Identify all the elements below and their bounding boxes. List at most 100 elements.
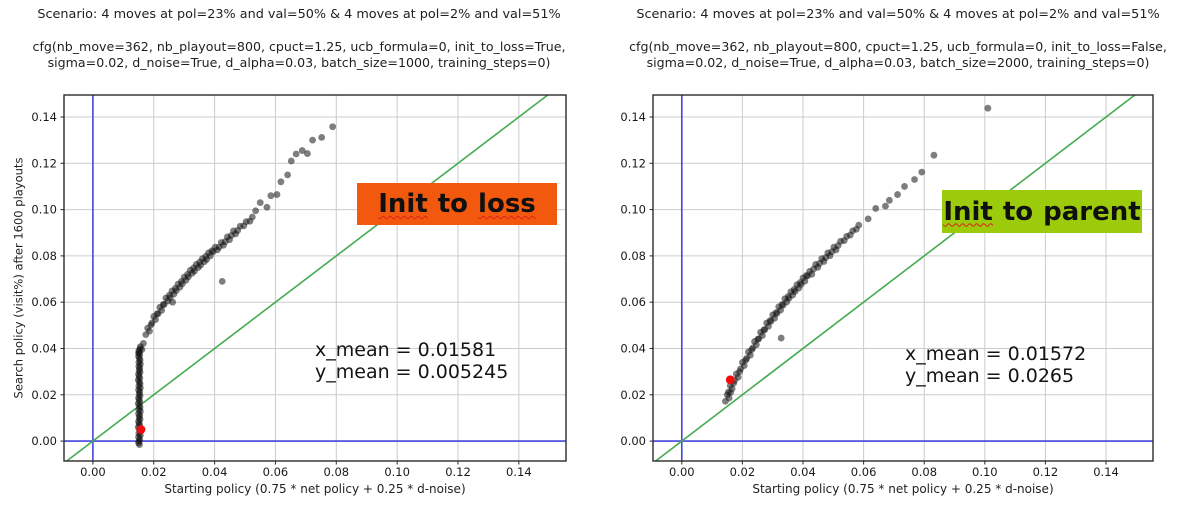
y-tick-label: 0.02	[31, 388, 57, 402]
y-axis-label-box: Search policy (visit%) after 1600 playou…	[8, 95, 28, 461]
scatter-point	[318, 133, 326, 141]
scatter-point	[303, 150, 311, 157]
config-line-1: cfg(nb_move=362, nb_playout=800, cpuct=1…	[629, 39, 1167, 54]
scatter-point	[728, 385, 736, 393]
scatter-point	[329, 123, 337, 131]
scatter-point	[140, 339, 147, 347]
x-tick-label: 0.12	[1033, 465, 1059, 479]
scatter-point	[746, 351, 754, 359]
annotation-word: to	[1002, 196, 1034, 227]
scatter-point	[277, 178, 285, 186]
scatter-point	[725, 394, 733, 402]
plot-frame	[63, 94, 567, 462]
scenario-title: Scenario: 4 moves at pol=23% and val=50%…	[37, 7, 561, 22]
identity-line	[66, 94, 549, 462]
scatter-point	[146, 327, 153, 335]
scatter-point	[758, 332, 766, 339]
scatter-point	[135, 439, 142, 447]
scatter-point	[218, 277, 226, 285]
annotation-word: loss	[478, 189, 536, 219]
scatter-point	[855, 221, 863, 229]
scatter-point	[882, 202, 889, 210]
y-mean-text: y_mean = 0.0265	[905, 365, 1075, 387]
x-mean-text: x_mean = 0.01581	[315, 339, 497, 361]
x-axis-label: Starting policy (0.75 * net policy + 0.2…	[164, 482, 466, 496]
annotation-word: Init	[378, 189, 428, 219]
x-tick-label: 0.10	[384, 465, 410, 479]
highlight-point	[725, 375, 735, 385]
y-axis-label: Search policy (visit%) after 1600 playou…	[11, 157, 26, 399]
y-tick-label: 0.10	[31, 203, 57, 217]
x-tick-label: 0.08	[911, 465, 937, 479]
scatter-point	[752, 341, 760, 349]
y-mean-text: y_mean = 0.005245	[315, 361, 509, 383]
config-line-2: sigma=0.02, d_noise=True, d_alpha=0.03, …	[47, 55, 551, 70]
scatter-point	[885, 196, 893, 204]
scatter-plot-init-to-loss: 0.00 0.00 0.02 0.02 0.04 0.04 0.06 0.06 0.08 0.08…	[31, 94, 567, 479]
scatter-point	[740, 362, 748, 370]
y-tick-label: 0.06	[31, 295, 57, 309]
plot-frame	[652, 94, 1154, 462]
x-tick-label: 0.00	[80, 465, 106, 479]
scatter-point	[894, 191, 901, 198]
scenario-title: Scenario: 4 moves at pol=23% and val=50%…	[636, 7, 1160, 22]
y-axis-label-clipped: Search policy (visit%) after 1600 playou…	[604, 95, 611, 461]
scatter-point	[864, 215, 872, 223]
scatter-point	[911, 176, 918, 183]
scatter-point	[256, 199, 264, 207]
y-tick-label: 0.06	[620, 295, 646, 309]
mean-stats: x_mean = 0.01572 y_mean = 0.0265	[905, 343, 1086, 387]
y-tick-label: 0.12	[31, 156, 57, 170]
scatter-point	[872, 205, 880, 212]
scatter-point	[984, 104, 992, 112]
scatter-point	[734, 373, 742, 381]
x-tick-label: 0.00	[669, 465, 695, 479]
y-tick-label: 0.04	[620, 341, 646, 355]
scatter-point	[309, 136, 316, 144]
y-tick-label: 0.12	[620, 156, 646, 170]
x-tick-label: 0.10	[972, 465, 998, 479]
scatter-point	[263, 203, 271, 211]
y-tick-label: 0.14	[31, 110, 57, 124]
y-tick-label: 0.04	[31, 341, 57, 355]
y-tick-label: 0.08	[31, 249, 57, 263]
panel-init-to-loss: Scenario: 4 moves at pol=23% and val=50%…	[0, 0, 598, 510]
y-tick-label: 0.10	[620, 203, 646, 217]
y-tick-label: 0.02	[620, 388, 646, 402]
identity-line	[655, 94, 1136, 462]
x-tick-label: 0.06	[851, 465, 877, 479]
x-mean-text: x_mean = 0.01572	[905, 343, 1087, 365]
config-text: cfg(nb_move=362, nb_playout=800, cpuct=1…	[599, 39, 1197, 71]
x-tick-label: 0.06	[263, 465, 289, 479]
scatter-point	[273, 191, 281, 198]
scatter-point	[777, 334, 785, 342]
scatter-point	[918, 168, 926, 176]
x-tick-label: 0.14	[506, 465, 532, 479]
scatter-point	[252, 207, 260, 215]
annotation-init-to-parent: Init to parent	[942, 190, 1142, 233]
scatter-point	[169, 298, 177, 306]
scatter-point	[138, 346, 146, 354]
scatter-point	[930, 151, 938, 159]
x-tick-label: 0.04	[790, 465, 816, 479]
x-tick-label: 0.04	[202, 465, 228, 479]
y-tick-label: 0.00	[31, 434, 57, 448]
y-tick-label: 0.14	[620, 110, 646, 124]
config-text: cfg(nb_move=362, nb_playout=800, cpuct=1…	[0, 39, 598, 71]
x-axis-label: Starting policy (0.75 * net policy + 0.2…	[752, 482, 1054, 496]
x-tick-label: 0.14	[1093, 465, 1119, 479]
mean-stats: x_mean = 0.01581 y_mean = 0.005245	[315, 339, 508, 383]
scatter-point	[284, 171, 292, 179]
x-tick-label: 0.02	[141, 465, 167, 479]
y-tick-label: 0.08	[620, 249, 646, 263]
scatter-point	[901, 183, 908, 190]
scatter-point	[298, 147, 306, 154]
annotation-word: parent	[1043, 196, 1141, 227]
highlight-point	[136, 425, 146, 434]
scatter-point	[292, 150, 300, 158]
x-tick-label: 0.08	[323, 465, 349, 479]
annotation-init-to-loss: Init to loss	[357, 183, 557, 225]
scatter-point	[801, 277, 809, 285]
annotation-word: Init	[943, 196, 993, 227]
